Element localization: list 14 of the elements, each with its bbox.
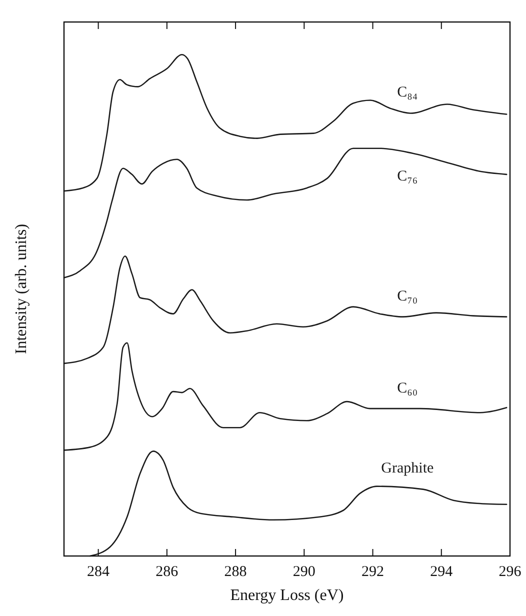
x-tick-label: 284	[87, 564, 110, 580]
x-tick-label: 292	[362, 564, 384, 580]
series-label: Graphite	[381, 460, 434, 476]
x-tick-label: 296	[498, 564, 522, 580]
x-tick-label: 294	[430, 564, 454, 580]
x-axis-title: Energy Loss (eV)	[230, 587, 344, 604]
x-tick-label: 290	[292, 564, 316, 580]
x-tick-label: 288	[224, 564, 247, 580]
y-axis-title: Intensity (arb. units)	[13, 224, 30, 354]
x-tick-label: 286	[156, 564, 179, 580]
series-label: C₇₀	[397, 288, 418, 304]
series-label: C₆₀	[397, 380, 418, 397]
series-label: C₈₄	[397, 84, 418, 101]
series-label: C₇₆	[397, 168, 418, 185]
